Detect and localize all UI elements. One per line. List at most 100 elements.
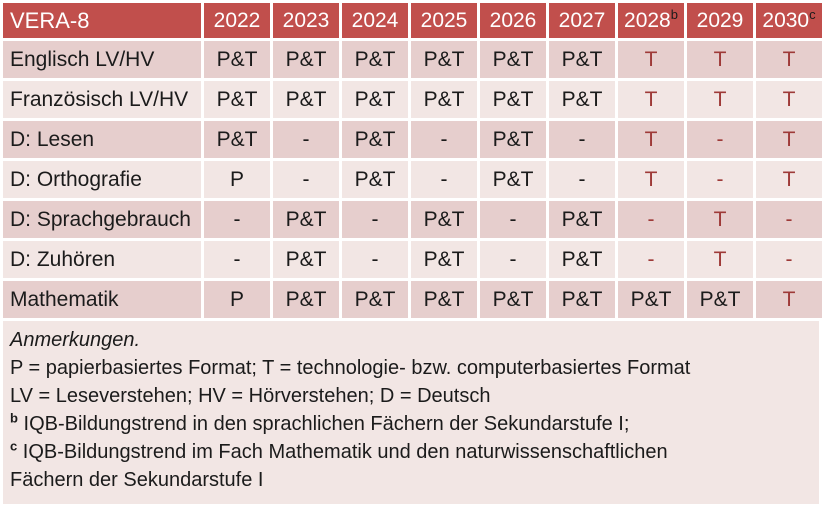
format-cell: -: [204, 201, 270, 238]
format-cell: T: [618, 161, 684, 198]
format-cell: -: [549, 161, 615, 198]
footnote-marker-b: b: [10, 410, 18, 426]
year-header-2026: 2026: [480, 3, 546, 38]
format-cell: P&T: [204, 81, 270, 118]
format-cell: T: [756, 41, 822, 78]
format-cell: P&T: [273, 81, 339, 118]
format-cell: P&T: [549, 201, 615, 238]
format-cell: -: [273, 121, 339, 158]
format-cell: T: [687, 41, 753, 78]
row-label: D: Zuhören: [3, 241, 201, 278]
format-cell: P&T: [411, 241, 477, 278]
format-cell: P&T: [411, 201, 477, 238]
format-cell: T: [756, 281, 822, 318]
format-cell: -: [756, 241, 822, 278]
format-cell: P: [204, 161, 270, 198]
format-cell: P&T: [273, 201, 339, 238]
format-cell: T: [618, 41, 684, 78]
format-cell: -: [273, 161, 339, 198]
format-cell: P&T: [549, 81, 615, 118]
year-header-2030: 2030c: [756, 3, 822, 38]
format-cell: -: [687, 121, 753, 158]
year-header-2025: 2025: [411, 3, 477, 38]
format-cell: P&T: [549, 241, 615, 278]
note-line: Anmerkungen.: [10, 329, 141, 351]
format-cell: P&T: [480, 121, 546, 158]
format-cell: P&T: [204, 121, 270, 158]
format-cell: -: [411, 121, 477, 158]
annotations-block: Anmerkungen. P = papierbasiertes Format; …: [3, 321, 819, 504]
header-row: VERA-8 2022 2023 2024 2025 2026 2027 2028b 2029…: [3, 3, 822, 38]
format-cell: P&T: [549, 41, 615, 78]
format-cell: P&T: [273, 281, 339, 318]
format-cell: P&T: [342, 81, 408, 118]
table-row: D: Zuhören - P&T - P&T - P&T - T -: [3, 241, 822, 278]
format-cell: P&T: [204, 41, 270, 78]
format-cell: T: [756, 81, 822, 118]
year-header-2028: 2028b: [618, 3, 684, 38]
format-cell: P&T: [480, 81, 546, 118]
format-cell: P&T: [342, 121, 408, 158]
row-label: Englisch LV/HV: [3, 41, 201, 78]
table-row: D: Sprachgebrauch - P&T - P&T - P&T - T -: [3, 201, 822, 238]
note-line: LV = Leseverstehen; HV = Hörverstehen; D…: [10, 385, 491, 407]
vera8-table: VERA-8 2022 2023 2024 2025 2026 2027 2028b 2029…: [3, 3, 822, 318]
format-cell: P: [204, 281, 270, 318]
table-title: VERA-8: [3, 3, 201, 38]
table-header: VERA-8 2022 2023 2024 2025 2026 2027 2028b 2029…: [3, 3, 822, 38]
table-row: Mathematik P P&T P&T P&T P&T P&T P&T P&T T: [3, 281, 822, 318]
year-header-2029: 2029: [687, 3, 753, 38]
format-cell: T: [756, 161, 822, 198]
format-cell: -: [618, 241, 684, 278]
format-cell: P&T: [618, 281, 684, 318]
format-cell: T: [687, 201, 753, 238]
format-cell: -: [756, 201, 822, 238]
format-cell: -: [687, 161, 753, 198]
format-cell: -: [549, 121, 615, 158]
format-cell: T: [687, 241, 753, 278]
format-cell: -: [342, 201, 408, 238]
format-cell: P&T: [342, 161, 408, 198]
year-header-2027: 2027: [549, 3, 615, 38]
format-cell: P&T: [342, 281, 408, 318]
table-row: Englisch LV/HV P&T P&T P&T P&T P&T P&T T T T: [3, 41, 822, 78]
table-body: Englisch LV/HV P&T P&T P&T P&T P&T P&T T T T Franz…: [3, 41, 822, 318]
note-line: Fächern der Sekundarstufe I: [10, 469, 264, 491]
note-line: b IQB-Bildungstrend in den sprachlichen …: [10, 410, 630, 435]
format-cell: T: [618, 121, 684, 158]
format-cell: P&T: [411, 81, 477, 118]
format-cell: -: [618, 201, 684, 238]
table-row: D: Lesen P&T - P&T - P&T - T - T: [3, 121, 822, 158]
row-label: D: Sprachgebrauch: [3, 201, 201, 238]
format-cell: P&T: [480, 41, 546, 78]
row-label: D: Lesen: [3, 121, 201, 158]
format-cell: T: [687, 81, 753, 118]
format-cell: -: [204, 241, 270, 278]
format-cell: -: [411, 161, 477, 198]
footnote-marker-c: c: [809, 6, 816, 22]
note-line: P = papierbasiertes Format; T = technolo…: [10, 357, 691, 379]
format-cell: P&T: [342, 41, 408, 78]
format-cell: P&T: [411, 281, 477, 318]
format-cell: P&T: [273, 41, 339, 78]
format-cell: -: [480, 201, 546, 238]
table-row: Französisch LV/HV P&T P&T P&T P&T P&T P&T T T T: [3, 81, 822, 118]
row-label: Mathematik: [3, 281, 201, 318]
footnote-marker-c: c: [10, 438, 18, 454]
format-cell: P&T: [480, 161, 546, 198]
format-cell: P&T: [273, 241, 339, 278]
row-label: D: Orthografie: [3, 161, 201, 198]
format-cell: P&T: [411, 41, 477, 78]
format-cell: -: [480, 241, 546, 278]
year-header-2023: 2023: [273, 3, 339, 38]
table-row: D: Orthografie P - P&T - P&T - T - T: [3, 161, 822, 198]
format-cell: P&T: [549, 281, 615, 318]
format-cell: T: [756, 121, 822, 158]
format-cell: P&T: [687, 281, 753, 318]
footnote-marker-b: b: [670, 6, 678, 22]
row-label: Französisch LV/HV: [3, 81, 201, 118]
year-header-2024: 2024: [342, 3, 408, 38]
format-cell: -: [342, 241, 408, 278]
year-header-2022: 2022: [204, 3, 270, 38]
